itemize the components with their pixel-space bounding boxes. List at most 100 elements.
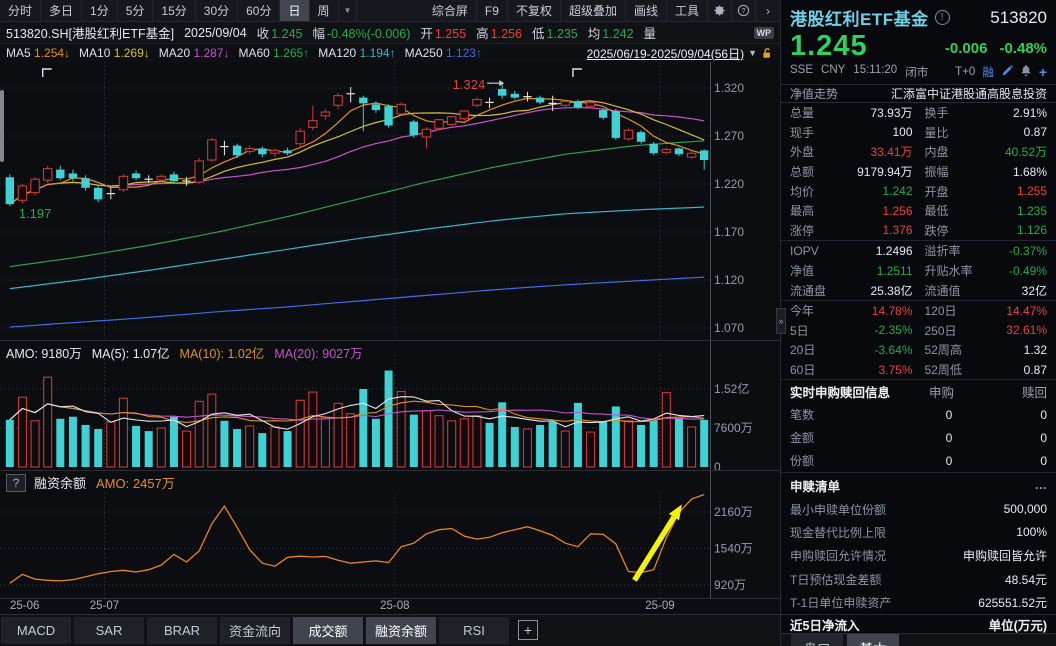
subscribe-value-1: 0 xyxy=(945,453,953,468)
ma-indicator-bar: MA5 1.254↓ MA10 1.269↓ MA20 1.287↓ MA60 1.2… xyxy=(0,44,780,62)
stat-value: 14.47% xyxy=(1006,303,1047,318)
indicator-help-button[interactable]: ? xyxy=(6,473,26,492)
stats-grid: 总量 73.93万 换手 2.91% 现手 100 量比 0.87 外盘 33.41万 内盘 40.5… xyxy=(781,103,1056,381)
tool-button[interactable]: 工具 xyxy=(667,0,708,21)
stat-value: 0.87 xyxy=(1023,125,1047,140)
period-tab[interactable]: 周 xyxy=(310,0,339,21)
quote-field: 量 xyxy=(644,23,659,42)
indicator-tab[interactable]: 资金流向 xyxy=(220,616,290,644)
indicator-tab[interactable]: RSI xyxy=(439,616,509,644)
wp-badge[interactable]: WP xyxy=(753,26,774,39)
panel-tab-基本[interactable]: 基本 xyxy=(847,634,899,646)
stat-cell: 总量 73.93万 xyxy=(790,104,913,121)
period-tab[interactable]: 60分 xyxy=(238,0,281,21)
chart-column: 分时 多日 1分 5分 15分 30分 60分日周 ▼ 综合屏 F9 不复权 超级叠加 画线 工具 ?… xyxy=(0,0,780,645)
period-tab[interactable]: 日 xyxy=(280,0,310,21)
stat-value: -0.37% xyxy=(1008,243,1047,258)
stat-value: 40.52万 xyxy=(1004,145,1047,160)
period-dropdown-caret[interactable]: ▼ xyxy=(339,0,358,21)
creation-list-section: 申赎清单 … 最小申赎单位份额 500,000 现金替代比例上限 100% 申购赎回允许情况… xyxy=(781,473,1056,614)
stat-cell: 最高 1.256 xyxy=(790,202,913,219)
period-tab[interactable]: 15分 xyxy=(153,0,196,21)
add-to-watchlist-icon[interactable]: + xyxy=(1038,64,1047,80)
subscribe-row: 份额 0 0 xyxy=(790,449,1047,472)
candlestick-chart[interactable]: 1.320 1.270 1.220 1.170 1.120 1.070 1.197 1.324 xyxy=(0,62,780,340)
list-row-label: 最小申赎单位份额 xyxy=(790,502,887,517)
period-tab[interactable]: 30分 xyxy=(196,0,239,21)
fund-manager-link[interactable]: 汇添富中证港股通高股息投资 xyxy=(890,87,1047,101)
quote-field-value: 1.255 xyxy=(434,27,467,41)
quote-header: 港股红利ETF基金 ! 513820 1.245 -0.006 -0.48% SS… xyxy=(781,0,1056,84)
stat-row: 20日 -3.64% 52周高 1.32 xyxy=(790,340,1047,360)
volume-chart[interactable]: AMO: 9180万 MA(5): 1.07亿 MA(10): 1.02亿 MA(20… xyxy=(0,340,780,474)
toolbar-spacer xyxy=(357,0,423,21)
date-label: 2025/09/04 xyxy=(184,25,247,40)
list-row: 申购赎回允许情况 申购赎回皆允许 xyxy=(790,544,1047,567)
time-axis-label: 25-08 xyxy=(380,600,410,612)
svg-text:?: ? xyxy=(742,8,746,15)
financing-balance-chart[interactable]: ? 融资余额 AMO: 2457万 2160万 1540万 920万 xyxy=(0,470,780,598)
period-tab[interactable]: 5分 xyxy=(118,0,154,21)
stat-cell: 52周高 1.32 xyxy=(925,341,1048,358)
settings-gear-icon[interactable] xyxy=(708,0,732,21)
left-scroll-handle[interactable] xyxy=(0,90,4,162)
svg-text:7600万: 7600万 xyxy=(714,421,753,435)
period-tab[interactable]: 分时 xyxy=(0,0,42,21)
stat-value: 3.75% xyxy=(878,362,913,377)
indicator-tab[interactable]: 融资余额 xyxy=(366,616,436,644)
subscribe-row-label: 笔数 xyxy=(790,408,815,423)
panel-collapse-handle[interactable]: » xyxy=(776,308,786,334)
stat-label: 52周低 xyxy=(924,363,962,378)
subscribe-title: 实时申购赎回信息 xyxy=(790,386,891,401)
list-title: 申赎清单 xyxy=(790,479,841,494)
quote-field-label: 幅 xyxy=(312,27,325,41)
stat-row: 最高 1.256 最低 1.235 xyxy=(790,201,1047,221)
subscribe-value-2: 0 xyxy=(1040,430,1047,445)
edit-pencil-icon[interactable] xyxy=(1001,64,1013,80)
svg-text:1.070: 1.070 xyxy=(714,321,744,335)
ma-value: 1.287↓ xyxy=(193,46,230,60)
tool-button[interactable]: 不复权 xyxy=(508,0,561,21)
svg-text:2160万: 2160万 xyxy=(714,505,753,519)
quote-field-label: 收 xyxy=(256,27,270,41)
quote-field: 幅 -0.48%(-0.006) xyxy=(312,23,410,42)
fund-name: 港股红利ETF基金 xyxy=(790,10,929,29)
stat-value: 100 xyxy=(892,125,913,140)
quote-field-label: 量 xyxy=(643,27,657,41)
quote-panel: » 港股红利ETF基金 ! 513820 1.245 -0.006 -0.48% … xyxy=(776,0,1056,646)
stat-value: 14.78% xyxy=(871,303,913,318)
tool-button[interactable]: F9 xyxy=(477,0,508,21)
indicator-tab[interactable]: 成交额 xyxy=(293,616,363,644)
lock-icon[interactable] xyxy=(761,47,774,60)
toolbar-expand-chevron-icon[interactable]: › xyxy=(766,3,770,18)
period-tab[interactable]: 多日 xyxy=(41,0,83,21)
tool-button[interactable]: 超级叠加 xyxy=(561,0,626,21)
stat-cell: 250日 32.61% xyxy=(925,322,1048,339)
stat-label: 外盘 xyxy=(790,145,815,160)
meta-item: CNY xyxy=(821,64,846,76)
stat-row: 今年 14.78% 120日 14.47% xyxy=(790,301,1047,321)
stat-value: -3.64% xyxy=(874,342,913,357)
indicator-tab[interactable]: BRAR xyxy=(147,616,217,644)
stat-cell: 20日 -3.64% xyxy=(790,341,913,358)
panel-tab-盘口[interactable]: 盘口 xyxy=(791,634,843,646)
indicator-tab[interactable]: SAR xyxy=(74,616,144,644)
help-icon[interactable]: ? xyxy=(732,0,756,21)
indicator-tab[interactable]: MACD xyxy=(1,616,71,644)
list-more-button[interactable]: … xyxy=(1034,478,1048,493)
tool-button[interactable]: 画线 xyxy=(626,0,667,21)
date-range-button[interactable]: 2025/06/19-2025/09/04(56日) xyxy=(586,46,745,61)
tool-button[interactable]: 综合屏 xyxy=(424,0,477,21)
add-indicator-button[interactable]: + xyxy=(518,620,538,640)
stat-value: 32亿 xyxy=(1021,283,1047,298)
stat-value: 33.41万 xyxy=(870,145,913,160)
svg-text:1.320: 1.320 xyxy=(714,81,744,95)
stat-cell: 开盘 1.255 xyxy=(925,183,1048,200)
period-tab[interactable]: 1分 xyxy=(82,0,118,21)
svg-text:0: 0 xyxy=(714,460,721,470)
alert-bell-icon[interactable] xyxy=(1020,64,1032,80)
list-row: 最小申赎单位份额 500,000 xyxy=(790,497,1047,520)
stat-value: 1.2511 xyxy=(876,263,913,278)
info-circle-icon[interactable]: ! xyxy=(934,10,950,25)
range-caret-icon[interactable]: ▼ xyxy=(748,48,757,58)
